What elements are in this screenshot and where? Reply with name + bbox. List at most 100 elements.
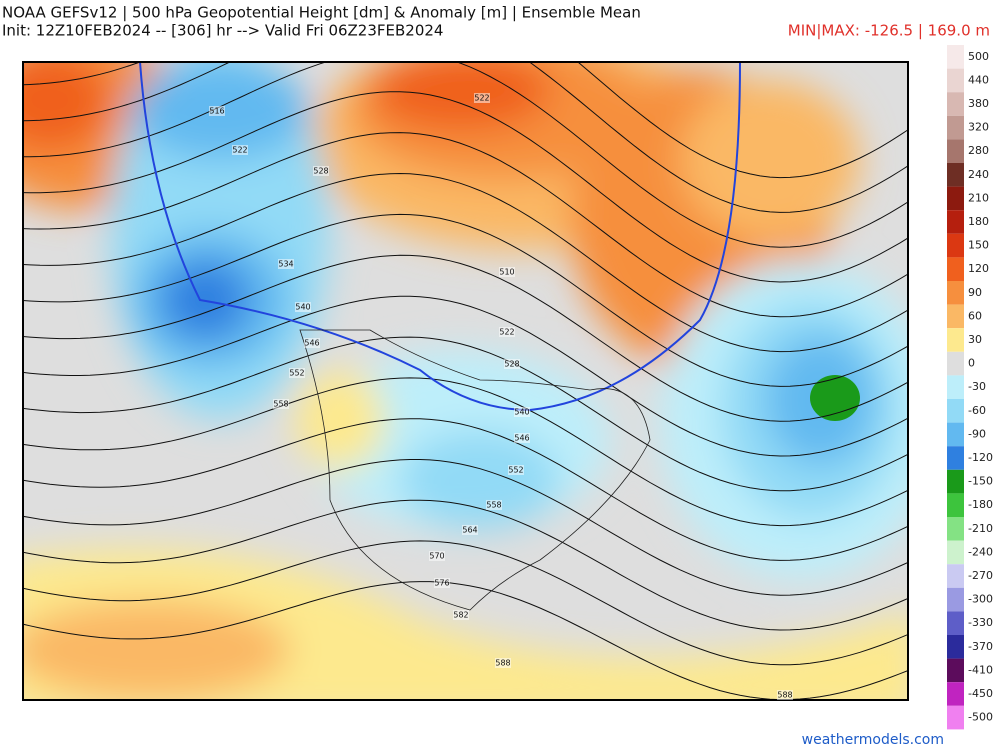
height-contours (23, 62, 908, 700)
contour-label: 582 (453, 611, 468, 620)
colorbar-label: 150 (968, 239, 989, 252)
contour-label-bg (273, 399, 289, 409)
colorbar-swatch (947, 139, 964, 163)
subtitle: Init: 12Z10FEB2024 -- [306] hr --> Valid… (2, 22, 443, 40)
contour-label: 510 (499, 268, 514, 277)
colorbar-swatch (947, 682, 964, 706)
contour-label: 534 (278, 260, 293, 269)
colorbar-swatch (947, 705, 964, 730)
colorbar-swatch (947, 328, 964, 352)
contour-label: 576 (434, 579, 449, 588)
contour-label-bg (278, 259, 294, 269)
colorbar-swatch (947, 493, 964, 517)
contour-line (23, 62, 908, 213)
contour-labels: 516 522 528 534 540 546 552 558 510 522 528 540 546 5… (209, 93, 793, 700)
contour-label: 588 (777, 691, 792, 700)
colorbar-label: 240 (968, 168, 989, 181)
contour-label: 558 (486, 501, 501, 510)
contour-line (23, 91, 908, 283)
colorbar-swatch (947, 375, 964, 399)
contour-label-bg (295, 302, 311, 312)
colorbar-swatch (947, 281, 964, 305)
contour-label: 546 (304, 339, 319, 348)
contour-label-bg (434, 578, 450, 588)
colorbar-label: -150 (968, 475, 993, 488)
contour-label-bg (499, 327, 515, 337)
colorbar: 500 440 380 320 280 240 210 180 150 120 90 60 30 0 -30… (947, 45, 993, 730)
contour-label: 552 (289, 369, 304, 378)
contour-line (23, 336, 908, 492)
colorbar-label: -370 (968, 640, 993, 653)
colorbar-swatch (947, 210, 964, 234)
contour-label: 522 (232, 146, 247, 155)
colorbar-label: -30 (968, 380, 986, 393)
contour-label-bg (462, 525, 478, 535)
colorbar-label: 380 (968, 97, 989, 110)
colorbar-swatch (947, 446, 964, 470)
colorbar-swatch (947, 422, 964, 447)
contour-label-bg (486, 500, 502, 510)
contour-label: 570 (429, 552, 444, 561)
colorbar-label: 90 (968, 286, 982, 299)
colorbar-label: -300 (968, 593, 993, 606)
contour-label: 546 (514, 434, 529, 443)
contour-line (23, 459, 908, 596)
colorbar-swatch (947, 351, 964, 376)
map (23, 62, 908, 700)
contour-line (23, 418, 908, 561)
colorbar-label: 280 (968, 144, 989, 157)
colorbar-swatch (947, 304, 964, 329)
colorbar-swatch (947, 587, 964, 612)
colorbar-label: -500 (968, 711, 993, 724)
contour-label-bg (313, 166, 329, 176)
colorbar-label: 30 (968, 333, 982, 346)
contour-label-bg (209, 106, 225, 116)
colorbar-swatch (947, 163, 964, 187)
colorbar-label: 0 (968, 357, 975, 370)
colorbar-swatch (947, 517, 964, 541)
colorbar-swatch (947, 68, 964, 93)
colorbar-swatch (947, 257, 964, 281)
colorbar-swatch (947, 469, 964, 494)
contour-label-bg (232, 145, 248, 155)
colorbar-swatch (947, 233, 964, 258)
colorbar-label: -210 (968, 522, 993, 535)
contour-line (23, 132, 908, 318)
colorbar-label: -60 (968, 404, 986, 417)
colorbar-label: -120 (968, 451, 993, 464)
contour-label-bg (289, 368, 305, 378)
colorbar-label: 60 (968, 309, 982, 322)
contour-line (23, 377, 908, 527)
colorbar-label: 180 (968, 215, 989, 228)
title: NOAA GEFSv12 | 500 hPa Geopotential Heig… (2, 4, 641, 22)
contour-line (23, 62, 908, 248)
contour-label: 588 (495, 659, 510, 668)
contour-label-bg (429, 551, 445, 561)
contour-label: 540 (514, 408, 529, 417)
contour-line (23, 581, 908, 700)
contour-label: 558 (273, 400, 288, 409)
contour-label: 540 (295, 303, 310, 312)
colorbar-label: -450 (968, 687, 993, 700)
colorbar-swatch (947, 186, 964, 211)
contour-line (23, 499, 908, 631)
colorbar-label: -240 (968, 545, 993, 558)
contour-line (23, 254, 908, 422)
anomaly-field (23, 62, 908, 700)
contour-label: 516 (209, 107, 224, 116)
colorbar-label: -330 (968, 616, 993, 629)
colorbar-label: 500 (968, 50, 989, 63)
colorbar-swatch (947, 115, 964, 140)
contour-label-bg (453, 610, 469, 620)
contour-line (23, 295, 908, 457)
contour-label: 522 (474, 94, 489, 103)
map-frame (22, 61, 909, 701)
contour-label-bg (514, 407, 530, 417)
contour-label: 528 (313, 167, 328, 176)
contour-label-bg (495, 658, 511, 668)
contour-label: 528 (504, 360, 519, 369)
contour-label-bg (304, 338, 320, 348)
colorbar-swatch (947, 611, 964, 635)
colorbar-swatch (947, 45, 964, 69)
